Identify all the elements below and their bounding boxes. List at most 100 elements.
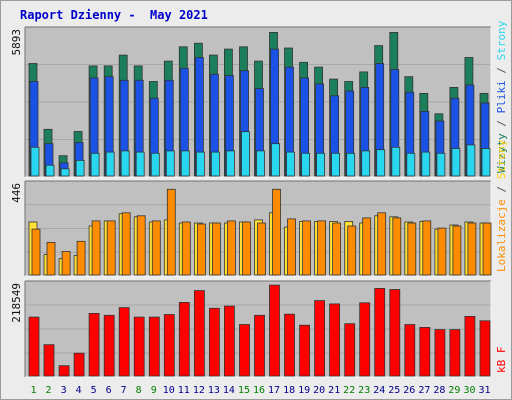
bar-kb-f-day-29 — [449, 329, 461, 377]
bar-kb-f-day-17 — [269, 284, 280, 377]
day-label-25: 25 — [388, 385, 400, 396]
bar-kb-f-day-5 — [88, 312, 100, 377]
top-series-pliki — [29, 48, 490, 177]
bar-strony-day-5 — [90, 152, 100, 177]
bar-strony-day-4 — [75, 159, 85, 177]
day-label-30: 30 — [463, 385, 475, 396]
bar-kb-f-day-23 — [359, 302, 371, 377]
legend-top: Wizyty / Pliki / Strony — [495, 20, 508, 173]
bar-kb-f-day-26 — [404, 324, 416, 377]
day-label-28: 28 — [433, 385, 445, 396]
bar-strony-day-15 — [241, 131, 250, 177]
bar-kb-f-day-21 — [329, 303, 341, 377]
bar-kb-f-day-13 — [208, 307, 220, 377]
day-label-12: 12 — [193, 385, 205, 396]
bar-strony-day-23 — [361, 150, 371, 177]
bar-kb-f-day-12 — [193, 290, 205, 377]
bar-lokalizacje-day-18 — [287, 218, 296, 276]
bar-strony-day-22 — [346, 152, 356, 177]
bar-lokalizacje-day-8 — [136, 215, 146, 276]
bar-lokalizacje-day-7 — [121, 212, 131, 276]
day-label-10: 10 — [163, 385, 175, 396]
legend-bottom: kB F — [495, 347, 508, 374]
bar-lokalizacje-day-6 — [106, 220, 116, 276]
bar-strony-day-18 — [286, 151, 295, 177]
bar-lokalizacje-day-22 — [347, 225, 357, 276]
bar-lokalizacje-day-1 — [31, 228, 41, 276]
top-series-strony — [30, 131, 491, 177]
bar-lokalizacje-day-19 — [302, 220, 312, 276]
day-label-26: 26 — [403, 385, 415, 396]
bar-strony-day-9 — [150, 152, 160, 177]
legend-item: Strony — [495, 20, 508, 60]
bar-lokalizacje-day-28 — [437, 227, 447, 276]
bar-kb-f-day-11 — [178, 301, 190, 377]
bar-lokalizacje-day-21 — [332, 222, 342, 276]
bar-kb-f-day-14 — [223, 305, 235, 377]
bar-strony-day-1 — [30, 146, 40, 177]
bar-kb-f-day-28 — [434, 329, 446, 377]
legend-item: Strony — [495, 139, 508, 179]
day-label-23: 23 — [358, 385, 370, 396]
bar-lokalizacje-day-12 — [196, 223, 206, 276]
legend-item: / — [495, 179, 508, 199]
bar-strony-day-16 — [256, 150, 265, 177]
day-label-22: 22 — [343, 385, 355, 396]
bar-strony-day-29 — [451, 148, 461, 177]
bar-kb-f-day-19 — [299, 324, 311, 377]
bar-strony-day-3 — [60, 168, 70, 177]
x-axis-day-labels: 1 2 3 4 5 6 7 8 9 10 11 12 13 14 15 16 17 18 19 20 21 22 23 24 2… — [30, 385, 490, 396]
bar-lokalizacje-day-25 — [392, 217, 402, 276]
bar-kb-f-day-8 — [133, 316, 145, 377]
day-label-4: 4 — [76, 385, 82, 396]
bar-kb-f-day-7 — [118, 307, 130, 377]
bar-strony-day-6 — [105, 151, 115, 177]
panel-middle — [24, 180, 492, 277]
legend-item: Pliki — [495, 80, 508, 113]
bar-kb-f-day-25 — [389, 289, 401, 377]
day-label-7: 7 — [121, 385, 127, 396]
legend-middle: Lokalizacje / Strony — [495, 139, 508, 272]
bar-kb-f-day-16 — [254, 314, 265, 377]
bar-lokalizacje-day-13 — [211, 222, 221, 276]
day-label-18: 18 — [283, 385, 295, 396]
legend-item: / — [495, 60, 508, 80]
bar-strony-day-8 — [135, 151, 145, 177]
bar-lokalizacje-day-3 — [61, 251, 71, 276]
day-label-16: 16 — [253, 385, 265, 396]
bar-strony-day-25 — [391, 146, 401, 177]
y-axis-max-label-middle: 446 — [10, 183, 23, 203]
bar-strony-day-7 — [120, 150, 130, 177]
y-axis-max-label-bottom: 218549 — [10, 283, 23, 323]
legend-item: Lokalizacje — [495, 199, 508, 272]
bar-kb-f-day-9 — [148, 316, 160, 377]
day-label-5: 5 — [91, 385, 97, 396]
bar-kb-f-day-27 — [419, 326, 431, 377]
day-label-6: 6 — [106, 385, 112, 396]
bar-lokalizacje-day-26 — [407, 222, 417, 276]
middle-series-lokalizacje — [31, 188, 492, 276]
bar-lokalizacje-day-24 — [377, 212, 387, 276]
bar-strony-day-28 — [436, 152, 446, 177]
bar-strony-day-12 — [195, 151, 205, 177]
legend-item: / — [495, 113, 508, 133]
bar-kb-f-day-1 — [28, 316, 40, 377]
bar-strony-day-21 — [331, 152, 341, 177]
bar-strony-day-24 — [376, 149, 386, 177]
bar-lokalizacje-day-4 — [76, 240, 86, 276]
day-label-3: 3 — [61, 385, 67, 396]
bar-kb-f-day-22 — [344, 323, 356, 377]
bar-kb-f-day-2 — [43, 344, 55, 377]
day-label-17: 17 — [268, 385, 280, 396]
bar-strony-day-19 — [301, 152, 311, 177]
day-label-9: 9 — [151, 385, 157, 396]
bar-lokalizacje-day-2 — [46, 241, 56, 276]
bar-lokalizacje-day-14 — [226, 220, 236, 276]
bar-kb-f-day-24 — [374, 287, 386, 377]
day-label-29: 29 — [448, 385, 460, 396]
bar-strony-day-27 — [421, 151, 431, 177]
day-label-11: 11 — [178, 385, 190, 396]
day-label-15: 15 — [238, 385, 250, 396]
bar-strony-day-2 — [45, 164, 55, 177]
